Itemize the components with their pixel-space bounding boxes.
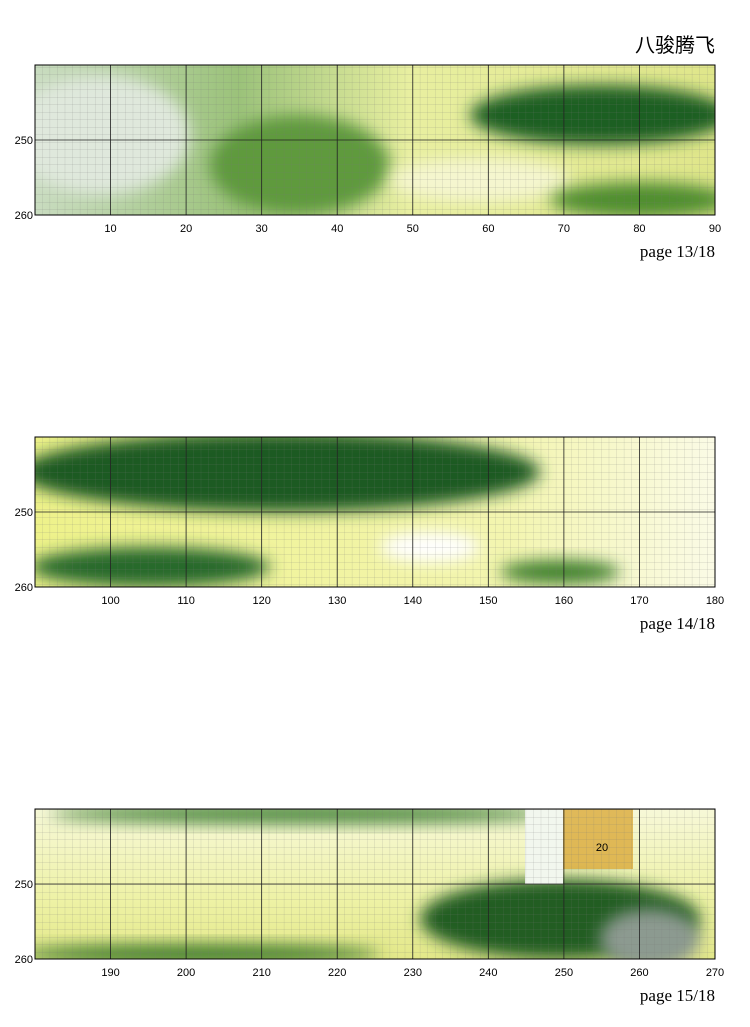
pattern-panel: 250 260 10 20 30 40 50 60 70 80 90 page 13/18 xyxy=(15,64,721,261)
x-label: 60 xyxy=(482,223,494,235)
x-label: 100 xyxy=(101,595,119,607)
x-label: 80 xyxy=(633,223,645,235)
x-label: 110 xyxy=(177,595,195,607)
pattern-panel: 250 260 190 200 210 220 230 240 250 260 270 page 15… xyxy=(15,808,724,1005)
page-number: page 13/18 xyxy=(640,242,715,261)
x-label: 50 xyxy=(407,223,419,235)
title: 八骏腾飞 xyxy=(635,33,715,57)
page-number: page 15/18 xyxy=(640,986,715,1005)
x-label: 30 xyxy=(256,223,268,235)
y-label: 250 xyxy=(15,879,33,891)
page-number: page 14/18 xyxy=(640,614,715,633)
y-label: 260 xyxy=(15,210,33,222)
x-label: 170 xyxy=(630,595,648,607)
x-label: 260 xyxy=(630,967,648,979)
x-label: 220 xyxy=(328,967,346,979)
x-label: 40 xyxy=(331,223,343,235)
panel-border xyxy=(34,808,716,960)
x-label: 270 xyxy=(706,967,724,979)
panel-border xyxy=(34,64,716,216)
y-label: 260 xyxy=(15,954,33,966)
pattern-panel: 250 260 100 110 120 130 140 150 160 170 180 page 14… xyxy=(15,436,724,633)
x-label: 190 xyxy=(101,967,119,979)
x-label: 10 xyxy=(104,223,116,235)
pattern-note: 20 xyxy=(596,842,608,854)
x-label: 90 xyxy=(709,223,721,235)
x-label: 120 xyxy=(252,595,270,607)
y-label: 250 xyxy=(15,135,33,147)
panel-border xyxy=(34,436,716,588)
x-label: 160 xyxy=(555,595,573,607)
x-label: 210 xyxy=(252,967,270,979)
x-label: 70 xyxy=(558,223,570,235)
x-label: 180 xyxy=(706,595,724,607)
x-label: 140 xyxy=(404,595,422,607)
x-label: 240 xyxy=(479,967,497,979)
x-label: 230 xyxy=(404,967,422,979)
y-label: 260 xyxy=(15,582,33,594)
x-label: 200 xyxy=(177,967,195,979)
x-label: 130 xyxy=(328,595,346,607)
x-label: 250 xyxy=(555,967,573,979)
x-label: 20 xyxy=(180,223,192,235)
x-label: 150 xyxy=(479,595,497,607)
y-label: 250 xyxy=(15,507,33,519)
